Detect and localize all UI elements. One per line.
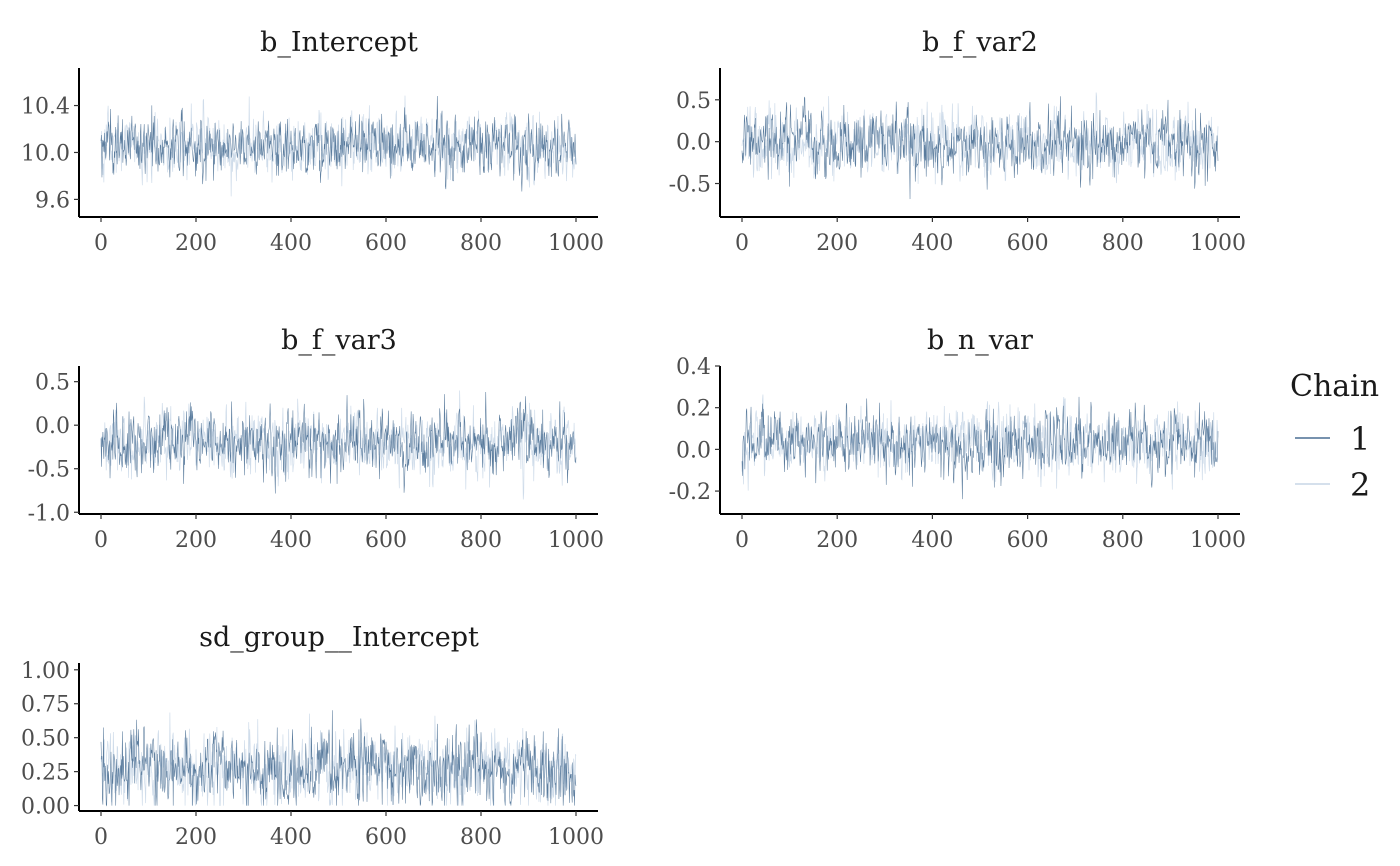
x-tick-label: 0 <box>94 231 108 256</box>
x-tick-label: 800 <box>460 528 502 553</box>
panel-title: sd_group__Intercept <box>199 622 479 653</box>
y-tick-label: 0.5 <box>35 371 70 396</box>
trace-line-chain-1 <box>100 96 577 192</box>
x-tick-label: 800 <box>460 825 502 850</box>
x-tick-label: 0 <box>94 825 108 850</box>
y-tick-label: 0.5 <box>676 89 711 114</box>
y-tick-label: 0.75 <box>21 693 70 718</box>
panel-title: b_Intercept <box>260 27 418 58</box>
x-tick-label: 1000 <box>1190 231 1246 256</box>
x-tick-label: 400 <box>911 528 953 553</box>
y-tick-label: 0.2 <box>676 397 711 422</box>
trace-line-chain-1 <box>100 392 577 494</box>
y-tick-label: 1.00 <box>21 659 70 684</box>
y-tick-label: 0.50 <box>21 727 70 752</box>
x-tick-label: 600 <box>1007 231 1049 256</box>
chain-legend: Chain 1 2 <box>1290 369 1379 504</box>
y-tick-label: 10.4 <box>21 95 70 120</box>
y-tick-label: -0.2 <box>669 480 711 505</box>
legend-label-chain-1: 1 <box>1350 420 1370 458</box>
panel-title: b_f_var2 <box>922 27 1038 58</box>
y-tick-label: 0.0 <box>676 131 711 156</box>
x-tick-label: 0 <box>94 528 108 553</box>
x-tick-label: 400 <box>911 231 953 256</box>
x-tick-label: 600 <box>365 825 407 850</box>
trace-line-chain-2 <box>741 92 1219 185</box>
x-tick-label: 200 <box>175 825 217 850</box>
y-tick-label: 0.00 <box>21 795 70 820</box>
x-tick-label: 800 <box>1102 528 1144 553</box>
trace-line-chain-1 <box>741 396 1219 500</box>
y-tick-label: 0.25 <box>21 761 70 786</box>
x-tick-label: 0 <box>735 528 749 553</box>
x-tick-label: 0 <box>735 231 749 256</box>
trace-line-chain-1 <box>741 96 1219 200</box>
x-tick-label: 800 <box>1102 231 1144 256</box>
x-tick-label: 400 <box>270 231 312 256</box>
trace-panel: b_Intercept 9.6 10.0 10.4 0 200 400 600 800 1000 <box>21 27 604 256</box>
y-tick-label: -0.5 <box>669 173 711 198</box>
trace-panel: sd_group__Intercept 0.00 0.25 0.50 0.75 1.00 0… <box>21 622 604 850</box>
y-tick-label: 0.4 <box>676 355 711 380</box>
panel-title: b_n_var <box>927 325 1033 356</box>
x-tick-label: 400 <box>270 528 312 553</box>
x-tick-label: 1000 <box>1190 528 1246 553</box>
y-tick-label: -0.5 <box>28 458 70 483</box>
trace-line-chain-1 <box>100 710 577 807</box>
x-tick-label: 200 <box>175 528 217 553</box>
x-tick-label: 200 <box>816 231 858 256</box>
panel-title: b_f_var3 <box>281 325 397 356</box>
trace-panel: b_f_var2 -0.5 0.0 0.5 0 200 400 600 800 1000 <box>669 27 1246 256</box>
x-tick-label: 200 <box>816 528 858 553</box>
trace-panel: b_n_var -0.2 0.0 0.2 0.4 0 200 400 600 800 1000 <box>669 325 1246 553</box>
y-tick-label: 9.6 <box>35 188 70 213</box>
y-tick-label: -1.0 <box>28 501 70 526</box>
x-tick-label: 1000 <box>548 231 604 256</box>
y-tick-label: 10.0 <box>21 141 70 166</box>
x-tick-label: 1000 <box>548 825 604 850</box>
legend-title: Chain <box>1290 369 1379 404</box>
y-tick-label: 0.0 <box>676 438 711 463</box>
x-tick-label: 600 <box>365 231 407 256</box>
x-tick-label: 600 <box>1007 528 1049 553</box>
x-tick-label: 800 <box>460 231 502 256</box>
x-tick-label: 600 <box>365 528 407 553</box>
x-tick-label: 400 <box>270 825 312 850</box>
x-tick-label: 1000 <box>548 528 604 553</box>
trace-panel: b_f_var3 -1.0 -0.5 0.0 0.5 0 200 400 600 800 1000 <box>28 325 604 553</box>
y-tick-label: 0.0 <box>35 414 70 439</box>
legend-label-chain-2: 2 <box>1350 466 1370 504</box>
x-tick-label: 200 <box>175 231 217 256</box>
